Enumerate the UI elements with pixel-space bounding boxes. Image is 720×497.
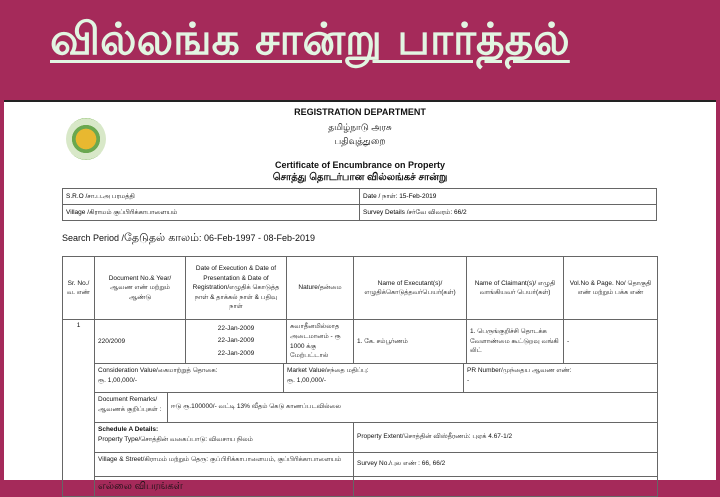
pr-label: PR Number/முந்தைய ஆவண எண்: <box>467 367 572 374</box>
cert-title-ta: சொத்து தொடர்பான வில்லங்கச் சான்று <box>272 172 448 183</box>
exec-date: 22-Jan-2009 <box>217 324 255 332</box>
tamil-nadu-emblem-icon <box>66 118 106 160</box>
survey-details: Survey Details /சர்வே விவரம்: 66/2 <box>359 204 657 221</box>
banner-title: வில்லங்க சான்று பார்த்தல் <box>50 14 570 65</box>
village-street: Village & Street/கிராமம் மற்றும் தெரு: க… <box>98 456 342 463</box>
market-value: ரூ. 1,00,000/- <box>287 377 326 385</box>
doc-no: 220/2009 <box>94 319 186 364</box>
sr-no: 1 <box>62 319 95 497</box>
dept-title: REGISTRATION DEPARTMENT <box>294 107 426 117</box>
market-label: Market Value/சந்தை மதிப்பு: <box>287 367 369 374</box>
remarks-label: Document Remarks/ ஆவணக் குறிப்புகள் : <box>98 396 162 414</box>
col-doc: Document No.& Year/ ஆவண எண் மற்றும் ஆண்ட… <box>94 256 186 320</box>
govt-title: தமிழ்நாடு அரசு <box>328 122 392 132</box>
col-nature: Nature/தன்மை <box>286 256 354 320</box>
col-sr: Sr. No./வ. எண் <box>62 256 95 320</box>
consideration-label: Consideration Value/கைமாற்றுத் தொகை: <box>98 367 218 374</box>
schedule-label: Schedule A Details: <box>98 426 159 433</box>
sro: S.R.O /சா.ப.அ பரமத்தி <box>62 188 360 205</box>
col-vol: Vol.No & Page. No/ தொகுதி எண் மற்றும் பக… <box>563 256 658 320</box>
details-row: Consideration Value/கைமாற்றுத் தொகை: ரூ. … <box>63 363 658 497</box>
search-label-ta: தேடுதல் காலம் <box>124 232 199 244</box>
info-table: S.R.O /சா.ப.அ பரமத்தி Date / நாள்: 15-Feb… <box>62 188 657 221</box>
col-executant: Name of Executant(s)/ எழுதிக்கொடுத்தவர்ப… <box>353 256 467 320</box>
search-range: : 06-Feb-1997 - 08-Feb-2019 <box>198 233 316 243</box>
dates: 22-Jan-2009 22-Jan-2009 22-Jan-2009 <box>185 319 287 364</box>
property-extent: Property Extent/சொத்தின் விஸ்தீரணம்: புஏ… <box>353 423 657 452</box>
consideration-value: ரூ. 1,00,000/- <box>98 377 137 385</box>
claimant: 1. பெருங்குறிச்சி தொடக்க வேளாண்மை கூட்டு… <box>466 319 564 364</box>
date: Date / நாள்: 15-Feb-2019 <box>359 188 657 205</box>
search-label: Search Period / <box>62 233 125 243</box>
survey-no: Survey No./புல எண் : 66, 66/2 <box>353 453 657 476</box>
dept-title-ta: பதிவுத்துறை <box>334 136 386 146</box>
title-banner: வில்லங்க சான்று பார்த்தல் <box>0 0 720 100</box>
table-header: Sr. No./வ. எண் Document No.& Year/ ஆவண எ… <box>62 256 658 320</box>
property-type: Property Type/சொத்தின் வகைப்பாடு: விவசாய… <box>98 436 253 444</box>
executant: 1. கே. சம்பூர்ணம் <box>353 319 467 364</box>
cert-title: Certificate of Encumbrance on Property <box>274 160 446 170</box>
encumbrance-certificate: REGISTRATION DEPARTMENT தமிழ்நாடு அரசு ப… <box>4 100 716 497</box>
presentation-date: 22-Jan-2009 <box>217 337 255 345</box>
pr-value: - <box>467 377 470 385</box>
encumbrance-table: Sr. No./வ. எண் Document No.& Year/ ஆவண எ… <box>62 256 658 497</box>
registration-date: 22-Jan-2009 <box>217 349 255 357</box>
village: Village /கிராமம் குப்பிரிக்காபாளையம் <box>62 204 360 221</box>
col-claimant: Name of Claimant(s)/ எழுதி வாங்கியவர் பெ… <box>466 256 564 320</box>
search-period: Search Period /தேடுதல் காலம்: 06-Feb-199… <box>62 232 315 246</box>
col-dates: Date of Execution & Date of Presentation… <box>185 256 287 320</box>
details: Consideration Value/கைமாற்றுத் தொகை: ரூ. … <box>94 363 658 497</box>
table-row: 1 220/2009 22-Jan-2009 22-Jan-2009 22-Ja… <box>62 319 658 497</box>
nature: சுவாதீனமில்லாத அடைமானம் - ரூ 1000 க்கு ம… <box>286 319 354 364</box>
remarks-value: ஈடு ரூ.100000/- வட்டி 13% வீதம் கெடு காண… <box>167 393 657 422</box>
vol-page: - <box>563 319 658 364</box>
